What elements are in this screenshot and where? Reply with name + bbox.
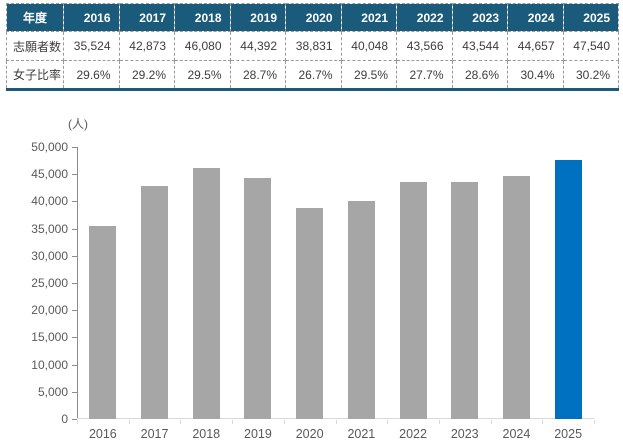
y-axis-tick [72,174,77,176]
bar-2022 [400,182,427,419]
x-axis-label: 2025 [554,427,583,441]
y-axis-tick [72,147,77,148]
y-axis-label: 35,000 [31,221,68,236]
x-axis-label: 2023 [450,427,479,441]
applicants-bar-chart: (人) 50,000 45,000 40,000 35,000 30,000 25,000… [0,100,623,447]
table-header-row: 年度 2016 2017 2018 2019 2020 2021 2022 2023 2024 20… [6,3,619,32]
x-axis-tick [594,420,595,424]
value-cell: 43,566 [396,31,453,61]
value-cell: 46,080 [174,31,231,61]
year-header-cell: 2017 [118,3,175,32]
value-cell: 29.2% [118,60,175,91]
table-row: 志願者数 35,524 42,873 46,080 44,392 38,831 40,048… [6,31,619,61]
x-axis-label: 2018 [192,427,221,441]
bar-2023 [451,182,478,419]
y-axis-tick [72,310,77,312]
value-cell: 30.4% [507,60,564,91]
bar-2018 [193,168,220,419]
x-axis-tick [542,420,543,424]
value-cell: 30.2% [562,60,619,91]
year-header-cell: 2022 [396,3,453,32]
x-axis-label: 2024 [502,427,531,441]
year-header-cell: 2024 [507,3,564,32]
y-axis-tick [72,228,77,230]
y-axis-label: 5,000 [37,384,68,399]
x-axis-tick [232,420,233,424]
bar-2021 [348,201,375,419]
y-axis-tick [72,255,77,257]
corner-header-cell: 年度 [6,3,64,32]
applicants-table: 年度 2016 2017 2018 2019 2020 2021 2022 2023 2024 20… [6,3,619,91]
x-axis-tick [129,420,130,424]
year-header-cell: 2018 [174,3,231,32]
year-header-cell: 2021 [340,3,397,32]
value-cell: 44,392 [229,31,286,61]
y-axis-label: 20,000 [31,303,68,318]
x-axis-label: 2017 [140,427,169,441]
y-axis-tick [72,283,77,284]
bar-2020 [296,208,323,419]
value-cell: 44,657 [507,31,564,61]
value-cell: 43,544 [451,31,508,61]
value-cell: 42,873 [118,31,175,61]
row-label-cell: 女子比率 [6,60,64,91]
x-axis-tick [284,420,285,424]
y-axis-tick [72,337,77,339]
year-header-cell: 2016 [63,3,120,32]
y-axis-label: 45,000 [31,167,68,182]
y-axis-label: 30,000 [31,248,68,263]
x-axis-label: 2021 [347,427,376,441]
y-axis-label: 25,000 [31,276,68,290]
year-header-cell: 2020 [285,3,342,32]
bar-2019 [244,178,271,419]
x-axis-tick [439,420,440,424]
y-axis-unit-label: (人) [68,117,88,131]
bar-2025-highlight [555,160,582,419]
value-cell: 28.6% [451,60,508,91]
y-axis-tick [72,419,77,420]
value-cell: 29.6% [63,60,120,91]
year-header-cell: 2023 [451,3,508,32]
x-axis-label: 2019 [244,427,272,441]
y-axis-label: 50,000 [31,140,68,154]
year-header-cell: 2025 [562,3,619,32]
year-header-cell: 2019 [229,3,286,32]
value-cell: 38,831 [285,31,342,61]
table-row: 女子比率 29.6% 29.2% 29.5% 28.7% 26.7% 29.5% 27.7% 2… [6,60,619,91]
value-cell: 35,524 [63,31,120,61]
value-cell: 28.7% [229,60,286,91]
x-axis-label: 2016 [88,427,117,441]
value-cell: 29.5% [174,60,231,91]
y-axis-label: 0 [61,412,68,426]
row-label-cell: 志願者数 [6,31,64,61]
x-axis-tick [180,420,181,424]
table-body: 志願者数 35,524 42,873 46,080 44,392 38,831 40,048… [6,31,619,91]
value-cell: 47,540 [562,31,619,61]
y-axis-tick [72,201,77,203]
x-axis-tick [491,420,492,424]
y-axis-tick [72,364,77,366]
y-axis-label: 15,000 [31,330,68,345]
x-axis-label: 2022 [399,427,427,441]
value-cell: 26.7% [285,60,342,91]
value-cell: 40,048 [340,31,397,61]
y-axis-tick [72,391,77,393]
x-axis-tick [336,420,337,424]
y-axis-label: 10,000 [31,357,68,372]
x-axis-label: 2020 [295,427,324,441]
bar-2016 [89,226,116,419]
y-axis-line [77,147,78,419]
x-axis-tick [387,420,388,424]
bar-2024 [503,176,530,419]
bar-2017 [141,186,168,419]
x-axis-line [77,418,594,419]
value-cell: 29.5% [340,60,397,91]
y-axis-label: 40,000 [31,194,68,209]
x-axis-tick [77,420,78,424]
value-cell: 27.7% [396,60,453,91]
